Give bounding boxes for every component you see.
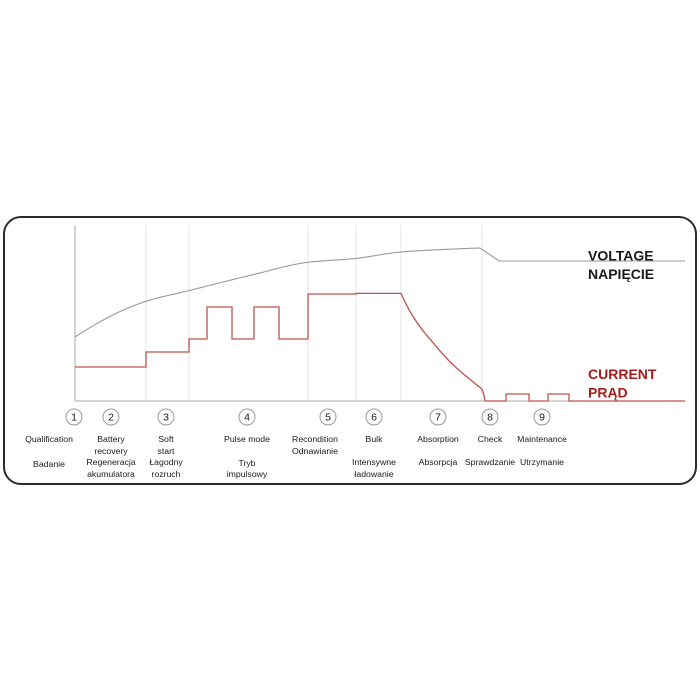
svg-text:CURRENT: CURRENT xyxy=(588,366,657,382)
svg-text:NAPIĘCIE: NAPIĘCIE xyxy=(588,266,654,282)
svg-text:VOLTAGE: VOLTAGE xyxy=(588,248,654,264)
svg-text:PRĄD: PRĄD xyxy=(588,385,628,401)
